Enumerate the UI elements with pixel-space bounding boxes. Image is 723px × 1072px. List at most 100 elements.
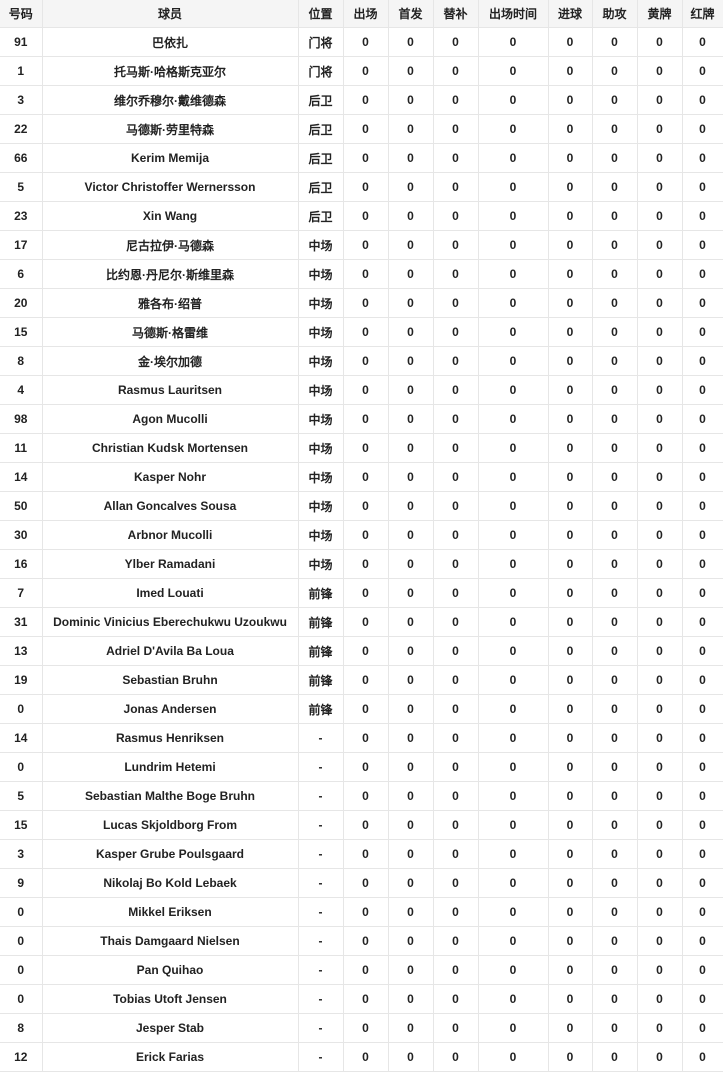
table-row: 3 Kasper Grube Poulsgaard -0 0 0 0 0 0 0 0 bbox=[0, 839, 723, 869]
cell-substitutes: 0 bbox=[432, 781, 479, 811]
cell-player: Dominic Vinicius Eberechukwu Uzoukwu bbox=[41, 607, 299, 637]
cell-red-cards: 0 bbox=[681, 607, 723, 637]
cell-player: Allan Goncalves Sousa bbox=[41, 491, 299, 521]
cell-appearances: 0 bbox=[342, 201, 389, 231]
cell-goals: 0 bbox=[547, 433, 593, 463]
cell-player: Sebastian Bruhn bbox=[41, 665, 299, 695]
cell-player: Nikolaj Bo Kold Lebaek bbox=[41, 868, 299, 898]
cell-assists: 0 bbox=[591, 781, 638, 811]
cell-red-cards: 0 bbox=[681, 752, 723, 782]
cell-appearances: 0 bbox=[342, 85, 389, 115]
cell-position: - bbox=[297, 955, 344, 985]
table-row: 3 维尔乔穆尔·戴维德森 后卫 0 0 0 0 0 0 0 0 bbox=[0, 85, 723, 115]
cell-goals: 0 bbox=[547, 723, 593, 753]
cell-minutes: 0 bbox=[477, 752, 549, 782]
cell-red-cards: 0 bbox=[681, 955, 723, 985]
cell-minutes: 0 bbox=[477, 462, 549, 492]
cell-player: 金·埃尔加德 bbox=[41, 346, 299, 376]
cell-goals: 0 bbox=[547, 27, 593, 57]
table-row: 0 Mikkel Eriksen -0 0 0 0 0 0 0 0 bbox=[0, 897, 723, 927]
cell-starts: 0 bbox=[387, 984, 434, 1014]
cell-red-cards: 0 bbox=[681, 926, 723, 956]
cell-substitutes: 0 bbox=[432, 752, 479, 782]
table-body: 91 巴依扎 门将 0 0 0 0 0 0 0 0 1 托马斯·哈格斯克亚尔 门将 0 0 0 0 0 0 0 0 3 维尔乔… bbox=[0, 27, 723, 1072]
cell-number: 11 bbox=[0, 433, 43, 463]
cell-assists: 0 bbox=[591, 346, 638, 376]
cell-number: 15 bbox=[0, 810, 43, 840]
cell-red-cards: 0 bbox=[681, 317, 723, 347]
cell-goals: 0 bbox=[547, 955, 593, 985]
cell-red-cards: 0 bbox=[681, 810, 723, 840]
cell-starts: 0 bbox=[387, 810, 434, 840]
cell-position: - bbox=[297, 868, 344, 898]
cell-assists: 0 bbox=[591, 433, 638, 463]
cell-red-cards: 0 bbox=[681, 520, 723, 550]
cell-yellow-cards: 0 bbox=[636, 433, 683, 463]
cell-position: - bbox=[297, 810, 344, 840]
cell-appearances: 0 bbox=[342, 433, 389, 463]
cell-yellow-cards: 0 bbox=[636, 984, 683, 1014]
cell-starts: 0 bbox=[387, 578, 434, 608]
cell-appearances: 0 bbox=[342, 288, 389, 318]
table-row: 9 Nikolaj Bo Kold Lebaek -0 0 0 0 0 0 0 0 bbox=[0, 868, 723, 898]
cell-red-cards: 0 bbox=[681, 665, 723, 695]
cell-red-cards: 0 bbox=[681, 27, 723, 57]
cell-starts: 0 bbox=[387, 27, 434, 57]
cell-yellow-cards: 0 bbox=[636, 926, 683, 956]
cell-number: 98 bbox=[0, 404, 43, 434]
cell-minutes: 0 bbox=[477, 694, 549, 724]
cell-appearances: 0 bbox=[342, 549, 389, 579]
cell-yellow-cards: 0 bbox=[636, 259, 683, 289]
cell-goals: 0 bbox=[547, 230, 593, 260]
cell-appearances: 0 bbox=[342, 607, 389, 637]
cell-number: 0 bbox=[0, 694, 43, 724]
cell-minutes: 0 bbox=[477, 549, 549, 579]
cell-appearances: 0 bbox=[342, 926, 389, 956]
cell-player: 托马斯·哈格斯克亚尔 bbox=[41, 56, 299, 86]
cell-yellow-cards: 0 bbox=[636, 607, 683, 637]
cell-number: 0 bbox=[0, 984, 43, 1014]
cell-assists: 0 bbox=[591, 694, 638, 724]
cell-starts: 0 bbox=[387, 752, 434, 782]
cell-goals: 0 bbox=[547, 897, 593, 927]
header-substitutes: 替补 bbox=[432, 0, 479, 28]
cell-substitutes: 0 bbox=[432, 201, 479, 231]
cell-substitutes: 0 bbox=[432, 955, 479, 985]
header-red-cards: 红牌 bbox=[681, 0, 723, 28]
cell-yellow-cards: 0 bbox=[636, 346, 683, 376]
cell-substitutes: 0 bbox=[432, 694, 479, 724]
cell-assists: 0 bbox=[591, 143, 638, 173]
cell-minutes: 0 bbox=[477, 636, 549, 666]
cell-goals: 0 bbox=[547, 259, 593, 289]
cell-goals: 0 bbox=[547, 868, 593, 898]
cell-position: - bbox=[297, 1013, 344, 1043]
cell-appearances: 0 bbox=[342, 404, 389, 434]
cell-red-cards: 0 bbox=[681, 259, 723, 289]
cell-substitutes: 0 bbox=[432, 433, 479, 463]
cell-yellow-cards: 0 bbox=[636, 839, 683, 869]
cell-assists: 0 bbox=[591, 955, 638, 985]
cell-red-cards: 0 bbox=[681, 85, 723, 115]
cell-substitutes: 0 bbox=[432, 578, 479, 608]
cell-position: 中场 bbox=[297, 433, 344, 463]
cell-substitutes: 0 bbox=[432, 636, 479, 666]
cell-minutes: 0 bbox=[477, 375, 549, 405]
cell-red-cards: 0 bbox=[681, 404, 723, 434]
cell-yellow-cards: 0 bbox=[636, 172, 683, 202]
cell-number: 15 bbox=[0, 317, 43, 347]
cell-starts: 0 bbox=[387, 1042, 434, 1072]
cell-goals: 0 bbox=[547, 636, 593, 666]
cell-red-cards: 0 bbox=[681, 433, 723, 463]
cell-starts: 0 bbox=[387, 955, 434, 985]
cell-substitutes: 0 bbox=[432, 1042, 479, 1072]
table-row: 13 Adriel D'Avila Ba Loua 前锋 0 0 0 0 0 0 0 0 bbox=[0, 636, 723, 666]
cell-position: 前锋 bbox=[297, 665, 344, 695]
cell-red-cards: 0 bbox=[681, 346, 723, 376]
cell-substitutes: 0 bbox=[432, 839, 479, 869]
table-row: 5 Sebastian Malthe Boge Bruhn -0 0 0 0 0 0 0 0 bbox=[0, 781, 723, 811]
cell-goals: 0 bbox=[547, 201, 593, 231]
cell-player: Agon Mucolli bbox=[41, 404, 299, 434]
cell-goals: 0 bbox=[547, 607, 593, 637]
cell-starts: 0 bbox=[387, 172, 434, 202]
cell-yellow-cards: 0 bbox=[636, 56, 683, 86]
